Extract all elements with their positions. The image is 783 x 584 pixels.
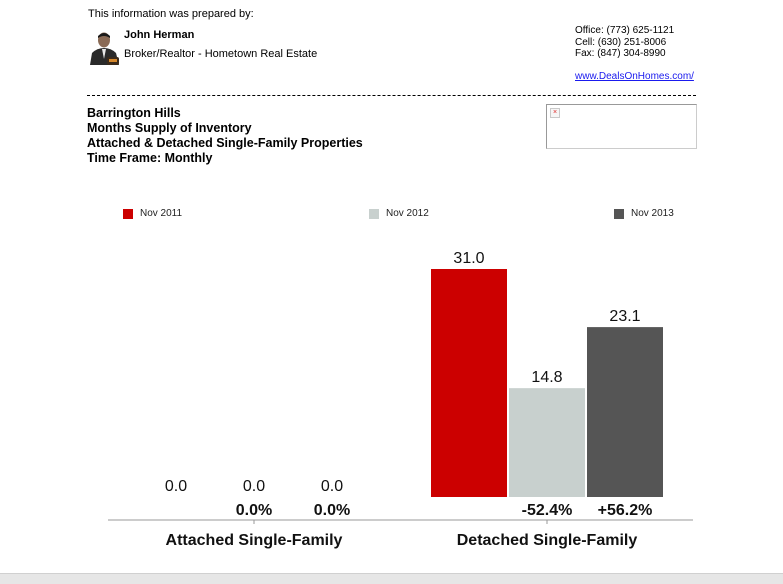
pct-change-label-nov-2013-0: 0.0% [314, 502, 350, 519]
contact-block: Office: (773) 625-1121 Cell: (630) 251-8… [575, 25, 674, 60]
report-titles: Barrington Hills Months Supply of Invent… [87, 106, 363, 166]
legend-swatch-nov-2011 [123, 208, 133, 219]
report-metric: Months Supply of Inventory [87, 121, 252, 135]
value-label-nov-2011-1: 31.0 [453, 250, 484, 267]
website-link[interactable]: www.DealsOnHomes.com/ [575, 71, 694, 82]
legend-label-nov-2011: Nov 2011 [140, 208, 183, 219]
report-area: Barrington Hills [87, 106, 181, 120]
value-label-nov-2012-1: 14.8 [531, 369, 562, 386]
legend-label-nov-2013: Nov 2013 [631, 208, 674, 219]
cell-phone: Cell: (630) 251-8006 [575, 36, 667, 48]
legend-item-nov-2012: Nov 2012 [369, 208, 429, 219]
bottom-scrollbar-area [0, 573, 783, 584]
category-label-attached: Attached Single-Family [166, 532, 343, 549]
agent-role: Broker/Realtor - Hometown Real Estate [124, 48, 318, 60]
value-label-nov-2013-0: 0.0 [321, 478, 343, 495]
image-placeholder-box: × [546, 104, 697, 149]
value-label-nov-2011-0: 0.0 [165, 478, 187, 495]
bar-nov-2012-1 [509, 388, 585, 497]
pct-change-label-nov-2012-0: 0.0% [236, 502, 272, 519]
category-label-detached: Detached Single-Family [457, 532, 638, 549]
fax-number: Fax: (847) 304-8990 [575, 48, 666, 59]
prepared-by-label: This information was prepared by: [88, 8, 254, 20]
legend-label-nov-2012: Nov 2012 [386, 208, 429, 219]
legend-item-nov-2011: Nov 2011 [123, 208, 182, 219]
bar-nov-2011-1 [431, 269, 507, 497]
report-time-frame: Time Frame: Monthly [87, 151, 213, 165]
report-property-types: Attached & Detached Single-Family Proper… [87, 136, 363, 150]
pct-change-label-nov-2012-1: -52.4% [522, 502, 573, 519]
legend-swatch-nov-2012 [369, 208, 379, 219]
value-label-nov-2013-1: 23.1 [609, 308, 640, 325]
agent-photo [89, 29, 120, 65]
bar-nov-2013-1 [587, 327, 663, 497]
dashed-divider [87, 95, 696, 96]
legend-swatch-nov-2013 [614, 208, 624, 219]
pct-change-label-nov-2013-1: +56.2% [598, 502, 653, 519]
value-label-nov-2012-0: 0.0 [243, 478, 265, 495]
broken-image-icon: × [550, 108, 560, 118]
agent-name: John Herman [124, 29, 195, 41]
legend-item-nov-2013: Nov 2013 [614, 208, 674, 219]
office-phone: Office: (773) 625-1121 [575, 25, 675, 36]
